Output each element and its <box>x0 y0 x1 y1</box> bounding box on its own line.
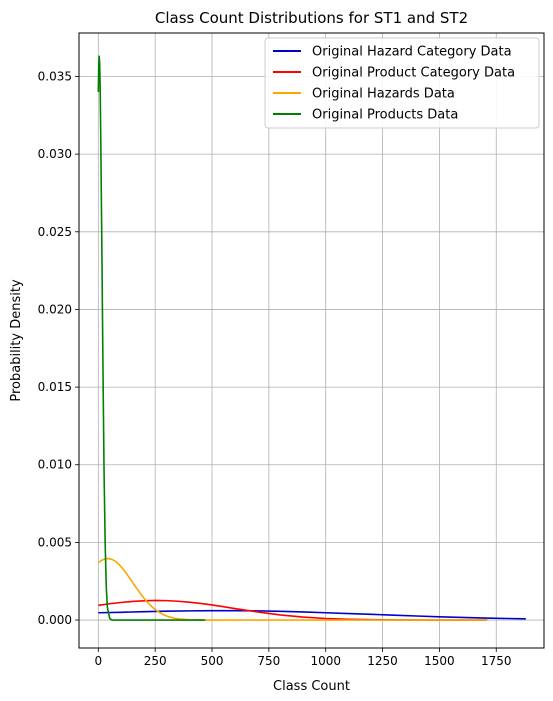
series-line-1 <box>98 609 526 620</box>
legend-label: Original Hazard Category Data <box>312 45 512 60</box>
x-axis-label: Class Count <box>273 679 350 694</box>
x-tick-label: 0 <box>95 654 103 668</box>
legend-label: Original Products Data <box>312 108 458 123</box>
y-tick-label: 0.000 <box>38 613 72 627</box>
legend-box <box>264 37 540 129</box>
y-tick-label: 0.030 <box>38 147 72 161</box>
chart-title: Class Count Distributions for ST1 and ST… <box>155 9 468 27</box>
series-layer <box>97 55 526 621</box>
y-tick-label: 0.015 <box>38 380 72 394</box>
y-tick-label: 0.010 <box>38 458 72 472</box>
y-axis-label: Probability Density <box>9 279 24 402</box>
y-tick-label: 0.020 <box>38 302 72 316</box>
x-tick-label: 1750 <box>481 654 512 668</box>
series-line-3 <box>97 557 488 621</box>
x-tick-label: 1250 <box>367 654 398 668</box>
x-tick-label: 500 <box>201 654 224 668</box>
legend-label: Original Product Category Data <box>312 66 515 81</box>
legend-label: Original Hazards Data <box>312 87 455 102</box>
plot-frame <box>78 32 545 649</box>
x-tick-label: 750 <box>257 654 280 668</box>
y-tick-label: 0.035 <box>38 69 72 83</box>
y-tick-label: 0.005 <box>38 535 72 549</box>
series-line-4 <box>97 55 206 621</box>
x-tick-label: 250 <box>144 654 167 668</box>
x-tick-label: 1000 <box>310 654 341 668</box>
y-tick-label: 0.025 <box>38 225 72 239</box>
y-axis-ticks: 0.000 0.005 0.010 0.015 0.020 0.025 0.030 0.035 <box>38 69 79 627</box>
x-tick-label: 1500 <box>424 654 455 668</box>
x-axis-ticks: 0 250 500 750 1000 1250 1500 1750 <box>95 648 512 668</box>
legend: Original Hazard Category Data Original Pr… <box>264 37 540 129</box>
grid <box>79 33 544 648</box>
